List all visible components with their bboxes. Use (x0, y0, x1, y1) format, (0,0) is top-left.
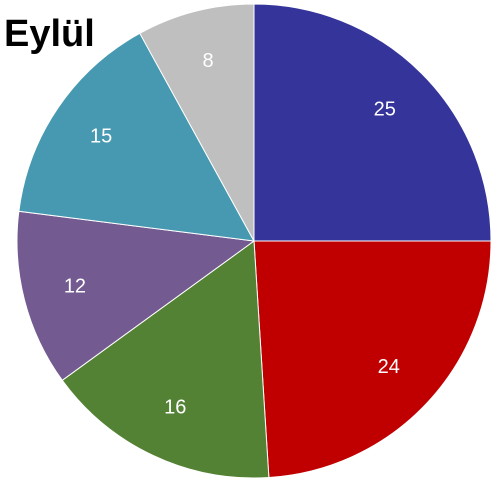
pie-slice (139, 3, 255, 242)
pie-slice (253, 240, 492, 479)
chart-title: Eylül (4, 13, 95, 55)
data-label: 12 (64, 275, 86, 297)
data-label: 15 (90, 125, 112, 147)
pie (16, 3, 492, 479)
pie-slice (16, 210, 256, 382)
pie-slice (253, 3, 492, 242)
data-label: 24 (378, 356, 400, 378)
pie-slice (18, 32, 255, 242)
data-label: 8 (202, 50, 213, 72)
pie-slice (61, 240, 270, 479)
data-label: 25 (374, 99, 396, 121)
data-label: 16 (164, 397, 186, 419)
